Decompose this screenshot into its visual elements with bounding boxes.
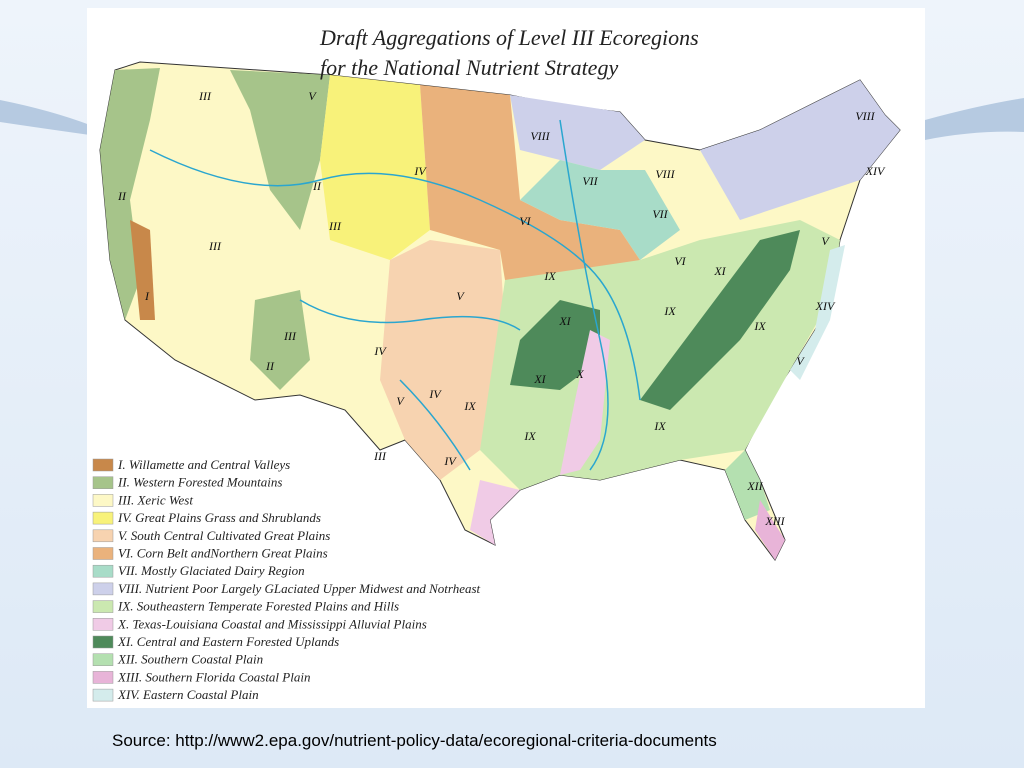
- region-label: II: [312, 179, 322, 193]
- legend-label: XI. Central and Eastern Forested Uplands: [117, 634, 339, 649]
- legend-swatch: [92, 494, 114, 507]
- region-label: V: [396, 394, 405, 408]
- region-label: VI: [519, 214, 531, 228]
- source-note: Source: http://www2.epa.gov/nutrient-pol…: [112, 731, 717, 750]
- swoosh: [0, 100, 90, 135]
- swoosh: [925, 98, 1024, 140]
- region-label: VIII: [530, 129, 550, 143]
- legend-swatch: [92, 653, 114, 666]
- region-label: XIV: [815, 299, 836, 313]
- region-label: III: [283, 329, 297, 343]
- region-label: II: [117, 189, 127, 203]
- region-label: XI: [533, 372, 546, 386]
- legend-label: X. Texas-Louisiana Coastal and Mississip…: [117, 616, 427, 631]
- legend-label: XIV. Eastern Coastal Plain: [117, 687, 259, 702]
- legend-label: I. Willamette and Central Valleys: [117, 457, 290, 472]
- region-label: IX: [653, 419, 666, 433]
- region-label: V: [308, 89, 317, 103]
- river: [559, 119, 609, 471]
- region: [790, 245, 845, 380]
- region-label: XIII: [764, 514, 785, 528]
- region-label: III: [208, 239, 222, 253]
- region: [700, 80, 900, 220]
- map: [99, 61, 901, 561]
- region-label: I: [144, 289, 150, 303]
- river: [399, 379, 471, 471]
- region: [560, 330, 610, 475]
- region-label: XIV: [865, 164, 886, 178]
- map-title: Draft Aggregations of Level III Ecoregio…: [319, 25, 699, 50]
- legend-swatch: [92, 547, 114, 560]
- legend-swatch: [92, 529, 114, 543]
- region: [725, 450, 770, 520]
- legend-label: XIII. Southern Florida Coastal Plain: [117, 669, 310, 684]
- region: [420, 85, 640, 280]
- map-title: for the National Nutrient Strategy: [320, 55, 618, 80]
- legend-label: VI. Corn Belt andNorthern Great Plains: [118, 546, 328, 561]
- region-label: IV: [443, 454, 457, 468]
- region-label: II: [265, 359, 275, 373]
- river: [149, 149, 641, 401]
- region-label: VII: [582, 174, 598, 188]
- region-label: IX: [663, 304, 676, 318]
- legend-swatch: [92, 671, 114, 684]
- region: [380, 240, 505, 480]
- region: [470, 480, 520, 545]
- region: [520, 160, 680, 260]
- region-label: XI: [713, 264, 726, 278]
- legend-label: IX. Southeastern Temperate Forested Plai…: [117, 599, 399, 614]
- region-label: V: [796, 354, 805, 368]
- legend-label: XII. Southern Coastal Plain: [117, 652, 263, 667]
- region: [230, 70, 330, 230]
- legend-label: V. South Central Cultivated Great Plains: [118, 528, 330, 543]
- region-label: VIII: [655, 167, 675, 181]
- region-label: IV: [413, 164, 427, 178]
- legend-label: VII. Mostly Glaciated Dairy Region: [118, 563, 305, 578]
- region-label: III: [328, 219, 342, 233]
- region-label: IX: [543, 269, 556, 283]
- legend-swatch: [92, 600, 114, 613]
- legend-label: IV. Great Plains Grass and Shrublands: [117, 510, 321, 525]
- region-label: III: [198, 89, 212, 103]
- region-label: IV: [373, 344, 387, 358]
- region-label: IX: [463, 399, 476, 413]
- region-label: XII: [746, 479, 763, 493]
- region: [100, 68, 160, 320]
- region-label: IX: [753, 319, 766, 333]
- legend-swatch: [92, 618, 114, 631]
- region: [250, 290, 310, 390]
- legend-swatch: [92, 582, 114, 596]
- region-label: VII: [652, 207, 668, 221]
- region: [640, 230, 800, 410]
- region: [755, 500, 785, 560]
- region-label: V: [821, 234, 830, 248]
- legend: I. Willamette and Central Valleys II. Wes…: [92, 457, 481, 702]
- region-label: X: [575, 367, 584, 381]
- region: [320, 75, 430, 260]
- legend-swatch: [92, 688, 114, 702]
- region-label: IV: [428, 387, 442, 401]
- legend-swatch: [92, 564, 114, 578]
- legend-label: VIII. Nutrient Poor Largely GLaciated Up…: [118, 581, 481, 596]
- region: [510, 300, 600, 390]
- region-label: VIII: [855, 109, 875, 123]
- region-label: V: [456, 289, 465, 303]
- region: [510, 95, 645, 170]
- region-label: VI: [674, 254, 686, 268]
- legend-label: III. Xeric West: [117, 492, 193, 507]
- legend-swatch: [92, 635, 114, 649]
- river: [299, 299, 521, 331]
- legend-swatch: [92, 476, 114, 489]
- region-label: XI: [558, 314, 571, 328]
- region: [130, 220, 155, 320]
- legend-swatch: [92, 458, 114, 472]
- legend-swatch: [92, 511, 114, 525]
- legend-label: II. Western Forested Mountains: [117, 475, 282, 490]
- region-label: III: [373, 449, 387, 463]
- region-label: IX: [523, 429, 536, 443]
